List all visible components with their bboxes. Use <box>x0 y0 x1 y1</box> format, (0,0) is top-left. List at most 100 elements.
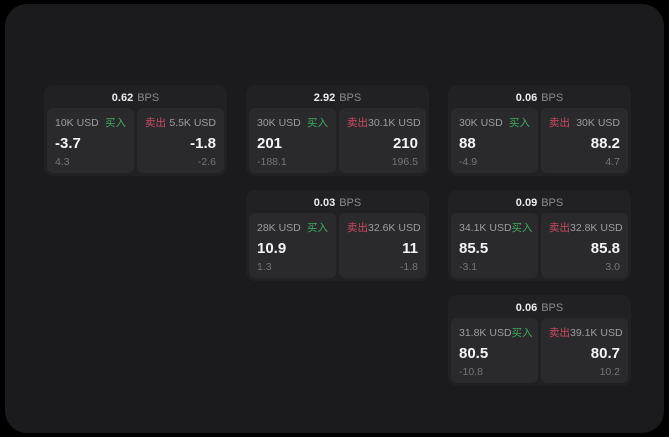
sell-price: 85.8 <box>590 239 620 257</box>
buy-side-label: 买入 <box>105 117 126 129</box>
sell-side-label: 卖出 <box>549 327 570 339</box>
sell-pane-header: 卖出 5.5K USD <box>145 115 216 130</box>
sell-price: 210 <box>392 134 418 152</box>
bps-value: 0.09 <box>515 197 538 209</box>
buy-amount: 10K USD <box>55 117 99 129</box>
buy-side-label: 买入 <box>307 117 328 129</box>
buy-delta: 4.3 <box>55 155 70 168</box>
bps-unit-label: BPS <box>541 302 564 314</box>
sell-price: 11 <box>402 239 418 257</box>
buy-pane[interactable]: 28K USD 买入 10.9 1.3 <box>249 213 336 278</box>
sell-pane[interactable]: 卖出 30.1K USD 210 196.5 <box>339 108 426 173</box>
sell-pane-header: 卖出 39.1K USD <box>549 325 623 340</box>
bps-value: 2.92 <box>313 92 336 104</box>
bps-unit-label: BPS <box>541 92 564 104</box>
buy-amount: 34.1K USD <box>459 222 512 234</box>
sell-pane-header: 卖出 32.6K USD <box>347 220 421 235</box>
buy-side-label: 买入 <box>511 222 533 234</box>
sell-amount: 32.6K USD <box>368 222 421 234</box>
sell-side-label: 卖出 <box>549 222 570 234</box>
buy-amount: 30K USD <box>257 117 301 129</box>
quote-panes: 30K USD 买入 201 -188.1 卖出 30.1K USD 210 1… <box>249 108 426 173</box>
sell-price: 88.2 <box>590 134 620 152</box>
buy-price: 80.5 <box>459 344 489 362</box>
bps-value: 0.06 <box>515 92 538 104</box>
sell-price: 80.7 <box>590 344 620 362</box>
sell-delta: 3.0 <box>605 260 620 273</box>
buy-pane-header: 28K USD 买入 <box>257 220 328 235</box>
sell-amount: 5.5K USD <box>169 117 216 129</box>
card-header: 0.06 BPS <box>451 88 628 108</box>
bps-value: 0.62 <box>111 92 134 104</box>
card-header: 0.09 BPS <box>451 193 628 213</box>
quote-card[interactable]: 0.03 BPS 28K USD 买入 10.9 1.3 卖出 <box>246 190 429 281</box>
sell-pane-header: 卖出 30.1K USD <box>347 115 421 130</box>
sell-delta: 196.5 <box>391 155 418 168</box>
dashboard-panel: 0.62 BPS 10K USD 买入 -3.7 4.3 卖出 <box>5 4 664 433</box>
sell-pane[interactable]: 卖出 30K USD 88.2 4.7 <box>541 108 628 173</box>
quote-card[interactable]: 2.92 BPS 30K USD 买入 201 -188.1 卖出 <box>246 85 429 176</box>
quote-card[interactable]: 0.62 BPS 10K USD 买入 -3.7 4.3 卖出 <box>44 85 227 176</box>
buy-price: 85.5 <box>459 239 489 257</box>
buy-side-label: 买入 <box>509 117 530 129</box>
bps-unit-label: BPS <box>339 197 362 209</box>
bps-unit-label: BPS <box>339 92 362 104</box>
buy-pane-header: 31.8K USD 买入 <box>459 325 533 340</box>
buy-pane[interactable]: 30K USD 买入 88 -4.9 <box>451 108 538 173</box>
buy-pane-header: 10K USD 买入 <box>55 115 126 130</box>
sell-amount: 30K USD <box>576 117 620 129</box>
sell-pane[interactable]: 卖出 32.8K USD 85.8 3.0 <box>541 213 628 278</box>
buy-pane-header: 34.1K USD 买入 <box>459 220 533 235</box>
buy-price: 10.9 <box>257 239 287 257</box>
quote-card[interactable]: 0.09 BPS 34.1K USD 买入 85.5 -3.1 卖出 <box>448 190 631 281</box>
buy-delta: -10.8 <box>459 365 483 378</box>
bps-value: 0.06 <box>515 302 538 314</box>
card-header: 0.62 BPS <box>47 88 224 108</box>
sell-pane[interactable]: 卖出 39.1K USD 80.7 10.2 <box>541 318 628 383</box>
sell-amount: 30.1K USD <box>368 117 421 129</box>
buy-delta: 1.3 <box>257 260 272 273</box>
buy-side-label: 买入 <box>511 327 533 339</box>
card-header: 0.03 BPS <box>249 193 426 213</box>
buy-amount: 31.8K USD <box>459 327 512 339</box>
sell-pane[interactable]: 卖出 5.5K USD -1.8 -2.6 <box>137 108 224 173</box>
sell-side-label: 卖出 <box>145 117 166 129</box>
buy-amount: 28K USD <box>257 222 301 234</box>
quote-panes: 10K USD 买入 -3.7 4.3 卖出 5.5K USD -1.8 -2.… <box>47 108 224 173</box>
sell-amount: 39.1K USD <box>570 327 623 339</box>
buy-price: 201 <box>257 134 283 152</box>
buy-pane[interactable]: 31.8K USD 买入 80.5 -10.8 <box>451 318 538 383</box>
buy-delta: -4.9 <box>459 155 478 168</box>
sell-price: -1.8 <box>190 134 216 152</box>
quote-card[interactable]: 0.06 BPS 31.8K USD 买入 80.5 -10.8 卖 <box>448 295 631 386</box>
sell-pane-header: 卖出 32.8K USD <box>549 220 623 235</box>
buy-pane[interactable]: 30K USD 买入 201 -188.1 <box>249 108 336 173</box>
buy-pane[interactable]: 34.1K USD 买入 85.5 -3.1 <box>451 213 538 278</box>
buy-pane-header: 30K USD 买入 <box>257 115 328 130</box>
card-header: 2.92 BPS <box>249 88 426 108</box>
quote-card[interactable]: 0.06 BPS 30K USD 买入 88 -4.9 卖出 <box>448 85 631 176</box>
quote-panes: 28K USD 买入 10.9 1.3 卖出 32.6K USD 11 -1.8 <box>249 213 426 278</box>
sell-delta: 4.7 <box>605 155 620 168</box>
sell-side-label: 卖出 <box>549 117 570 129</box>
buy-pane-header: 30K USD 买入 <box>459 115 530 130</box>
quote-card-grid: 0.62 BPS 10K USD 买入 -3.7 4.3 卖出 <box>44 85 631 386</box>
quote-panes: 30K USD 买入 88 -4.9 卖出 30K USD 88.2 4.7 <box>451 108 628 173</box>
sell-side-label: 卖出 <box>347 117 368 129</box>
buy-price: -3.7 <box>55 134 81 152</box>
sell-pane[interactable]: 卖出 32.6K USD 11 -1.8 <box>339 213 426 278</box>
buy-pane[interactable]: 10K USD 买入 -3.7 4.3 <box>47 108 134 173</box>
sell-pane-header: 卖出 30K USD <box>549 115 620 130</box>
sell-amount: 32.8K USD <box>570 222 623 234</box>
bps-unit-label: BPS <box>541 197 564 209</box>
quote-panes: 34.1K USD 买入 85.5 -3.1 卖出 32.8K USD 85.8… <box>451 213 628 278</box>
sell-delta: 10.2 <box>599 365 620 378</box>
buy-price: 88 <box>459 134 476 152</box>
quote-panes: 31.8K USD 买入 80.5 -10.8 卖出 39.1K USD 80.… <box>451 318 628 383</box>
sell-side-label: 卖出 <box>347 222 368 234</box>
sell-delta: -2.6 <box>197 155 216 168</box>
bps-unit-label: BPS <box>137 92 160 104</box>
buy-delta: -188.1 <box>257 155 287 168</box>
sell-delta: -1.8 <box>399 260 418 273</box>
